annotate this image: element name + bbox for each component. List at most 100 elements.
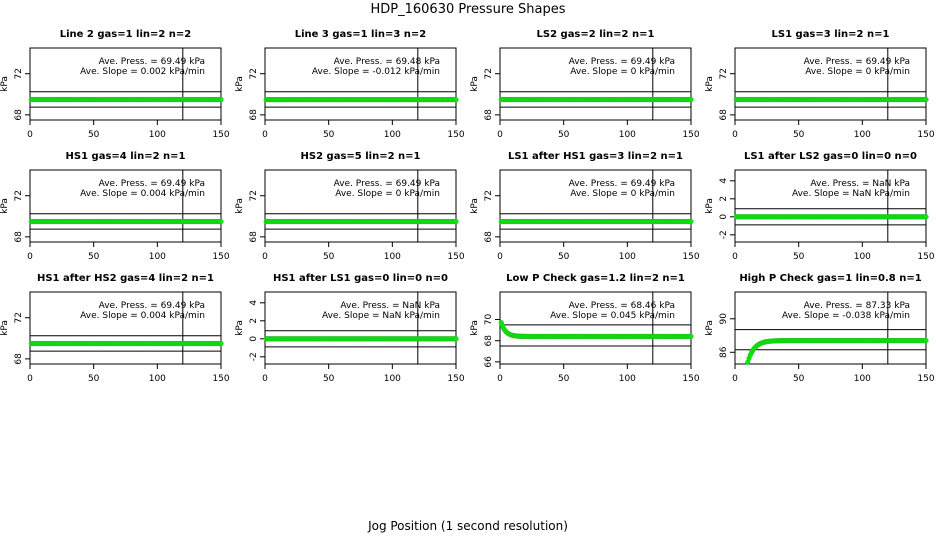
- annotation-ave-slope: Ave. Slope = 0 kPa/min: [570, 189, 675, 199]
- y-tick-label: 66: [484, 356, 494, 368]
- panel-5: HS1 gas=4 lin=2 n=1 0 50 100 150 68 72 kPa Ave. …: [0, 151, 230, 262]
- annotation-ave-press: Ave. Press. = NaN kPa: [340, 301, 440, 311]
- x-tick-label: 50: [793, 130, 805, 140]
- data-point: [218, 218, 224, 225]
- x-tick-label: 100: [149, 130, 166, 140]
- x-tick-label: 0: [27, 130, 33, 140]
- panel-title: HS1 after HS2 gas=4 lin=2 n=1: [37, 273, 214, 284]
- x-tick-label: 100: [384, 374, 401, 384]
- x-tick-label: 50: [88, 252, 100, 262]
- plot-frame: [734, 47, 927, 121]
- panel-title: Line 2 gas=1 lin=2 n=2: [60, 29, 192, 40]
- data-point: [218, 340, 224, 347]
- annotation-ave-slope: Ave. Slope = NaN kPa/min: [792, 189, 910, 199]
- x-tick-label: 150: [682, 130, 699, 140]
- plot-frame: [264, 169, 457, 243]
- plot-frame: [499, 47, 692, 121]
- data-point: [923, 96, 929, 103]
- panel-12: High P Check gas=1 lin=0.8 n=1 0 50 100 150 8…: [705, 273, 935, 384]
- y-tick-label: 72: [249, 68, 259, 79]
- annotation-ave-press: Ave. Press. = 69.49 kPa: [804, 57, 910, 67]
- x-tick-label: 50: [88, 130, 100, 140]
- data-point: [218, 96, 224, 103]
- data-point: [688, 333, 694, 340]
- y-tick-label: 4: [719, 178, 729, 184]
- x-tick-label: 100: [854, 130, 871, 140]
- plot-frame: [734, 291, 927, 365]
- panel-6: HS2 gas=5 lin=2 n=1 0 50 100 150 68 72 kPa Ave. …: [235, 151, 465, 262]
- x-tick-label: 50: [558, 130, 570, 140]
- y-tick-label: 90: [719, 313, 729, 325]
- annotation-ave-slope: Ave. Slope = 0 kPa/min: [805, 67, 910, 77]
- y-tick-label: 68: [484, 335, 494, 347]
- x-tick-label: 150: [212, 130, 229, 140]
- annotation-ave-slope: Ave. Slope = 0 kPa/min: [570, 67, 675, 77]
- y-axis-label: kPa: [470, 76, 480, 92]
- panel-10: HS1 after LS1 gas=0 lin=0 n=0 0 50 100 150 -2…: [235, 273, 465, 384]
- annotation-ave-press: Ave. Press. = 69.48 kPa: [334, 57, 440, 67]
- y-tick-label: 72: [14, 190, 24, 201]
- data-point: [688, 96, 694, 103]
- data-point: [453, 218, 459, 225]
- y-tick-label: 72: [484, 68, 494, 79]
- y-tick-label: 2: [249, 318, 259, 324]
- y-tick-label: 68: [14, 109, 24, 121]
- panel-title: LS1 gas=3 lin=2 n=1: [772, 29, 890, 40]
- y-tick-label: 86: [719, 346, 729, 358]
- x-tick-label: 50: [323, 252, 335, 262]
- x-tick-label: 150: [447, 252, 464, 262]
- panel-title: HS1 gas=4 lin=2 n=1: [66, 151, 186, 162]
- annotation-ave-press: Ave. Press. = 69.49 kPa: [99, 57, 205, 67]
- annotation-ave-slope: Ave. Slope = -0.038 kPa/min: [782, 311, 910, 321]
- figure-title: HDP_160630 Pressure Shapes: [370, 2, 566, 17]
- x-tick-label: 150: [447, 374, 464, 384]
- x-tick-label: 0: [262, 374, 268, 384]
- x-tick-label: 100: [619, 130, 636, 140]
- x-tick-label: 150: [212, 374, 229, 384]
- panel-title: LS2 gas=2 lin=2 n=1: [537, 29, 655, 40]
- plot-frame: [29, 47, 222, 121]
- y-tick-label: 68: [249, 231, 259, 243]
- x-tick-label: 100: [384, 252, 401, 262]
- y-axis-label: kPa: [0, 320, 10, 336]
- y-tick-label: 0: [249, 336, 259, 342]
- x-tick-label: 100: [854, 252, 871, 262]
- y-tick-label: -2: [719, 230, 729, 239]
- y-axis-label: kPa: [705, 76, 715, 92]
- x-tick-label: 0: [262, 130, 268, 140]
- y-axis-label: kPa: [0, 198, 10, 214]
- x-tick-label: 150: [682, 374, 699, 384]
- panel-9: HS1 after HS2 gas=4 lin=2 n=1 0 50 100 150 68…: [0, 273, 230, 384]
- y-axis-label: kPa: [470, 198, 480, 214]
- data-point: [923, 214, 929, 220]
- x-tick-label: 100: [854, 374, 871, 384]
- annotation-ave-slope: Ave. Slope = 0.002 kPa/min: [80, 67, 205, 77]
- panel-title: High P Check gas=1 lin=0.8 n=1: [739, 273, 921, 284]
- panel-title: Line 3 gas=1 lin=3 n=2: [295, 29, 427, 40]
- panel-title: HS1 after LS1 gas=0 lin=0 n=0: [273, 273, 448, 284]
- x-tick-label: 100: [384, 130, 401, 140]
- y-tick-label: 68: [484, 109, 494, 121]
- x-tick-label: 0: [732, 252, 738, 262]
- y-axis-label: kPa: [235, 320, 245, 336]
- x-tick-label: 0: [732, 374, 738, 384]
- x-tick-label: 100: [149, 252, 166, 262]
- data-point: [688, 218, 694, 225]
- y-axis-label: kPa: [0, 76, 10, 92]
- x-tick-label: 50: [793, 374, 805, 384]
- y-tick-label: 68: [249, 109, 259, 121]
- y-tick-label: 4: [249, 300, 259, 306]
- annotation-ave-press: Ave. Press. = 69.49 kPa: [334, 179, 440, 189]
- y-axis-label: kPa: [705, 320, 715, 336]
- panel-3: LS2 gas=2 lin=2 n=1 0 50 100 150 68 72 kPa Ave. …: [470, 29, 700, 140]
- x-tick-label: 50: [323, 130, 335, 140]
- x-tick-label: 0: [262, 252, 268, 262]
- y-axis-label: kPa: [235, 198, 245, 214]
- x-tick-label: 0: [27, 374, 33, 384]
- y-tick-label: 70: [484, 314, 494, 326]
- plot-frame: [29, 169, 222, 243]
- y-tick-label: 68: [484, 231, 494, 243]
- x-tick-label: 50: [88, 374, 100, 384]
- annotation-ave-press: Ave. Press. = 69.49 kPa: [569, 57, 675, 67]
